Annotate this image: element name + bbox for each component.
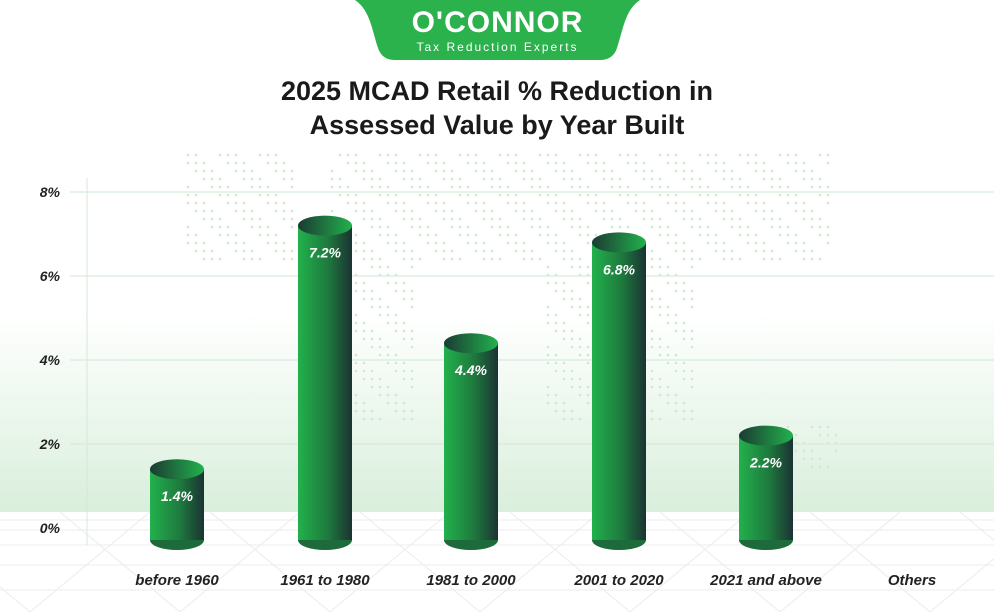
bar: 6.8% (592, 232, 646, 550)
y-tick-label: 6% (40, 268, 61, 284)
brand-tagline: Tax Reduction Experts (416, 40, 579, 54)
chart-title-line1: 2025 MCAD Retail % Reduction in (280, 76, 714, 106)
chart-title-line2: Assessed Value by Year Built (309, 110, 685, 140)
logo-badge-shape (355, 0, 640, 60)
bar-body (592, 242, 646, 540)
y-tick-label: 0% (40, 520, 61, 536)
bar-body (298, 225, 352, 540)
y-tick-label: 8% (40, 184, 61, 200)
data-label: 2.2% (749, 455, 782, 471)
x-tick-label: 1961 to 1980 (280, 572, 370, 589)
bar-top (739, 425, 793, 446)
chart-title: 2025 MCAD Retail % Reduction in Assessed… (0, 74, 994, 142)
x-tick-label: 2021 and above (709, 572, 822, 589)
x-tick-label: 1981 to 2000 (426, 572, 516, 589)
bar-body (739, 435, 793, 540)
data-label: 6.8% (603, 261, 635, 277)
bar-top (150, 459, 204, 480)
bar-top (592, 232, 646, 253)
data-label: 7.2% (309, 245, 341, 261)
bar: 7.2% (298, 215, 352, 550)
y-tick-label: 4% (39, 352, 61, 368)
brand-logo: O'CONNOR Tax Reduction Experts (355, 0, 640, 62)
bar-top (444, 333, 498, 354)
bar: 1.4% (150, 459, 204, 550)
y-tick-label: 2% (39, 436, 61, 452)
brand-name: O'CONNOR (411, 6, 584, 39)
bar-top (298, 215, 352, 236)
x-tick-label: 2001 to 2020 (573, 572, 664, 589)
bar: 4.4% (444, 333, 498, 550)
bar: 2.2% (739, 425, 793, 550)
x-tick-label: before 1960 (135, 572, 219, 589)
bar-body (150, 469, 204, 540)
bar-body (444, 343, 498, 540)
x-tick-label: Others (888, 572, 936, 589)
data-label: 4.4% (454, 362, 487, 378)
data-label: 1.4% (161, 488, 193, 504)
